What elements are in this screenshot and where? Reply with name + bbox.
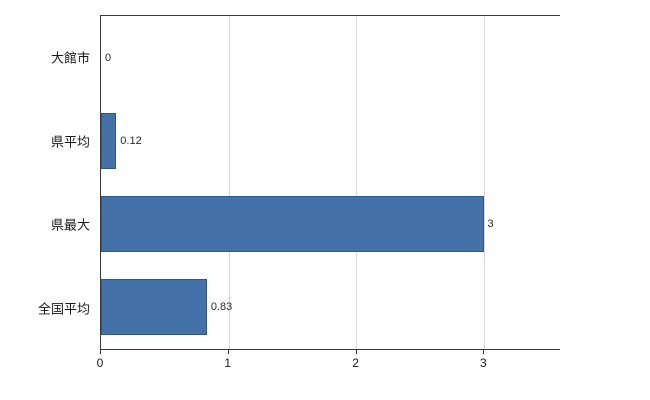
gridline — [228, 16, 230, 349]
x-tick-mark — [355, 350, 357, 354]
x-tick-label: 2 — [352, 356, 359, 370]
category-label: 大館市 — [50, 50, 90, 66]
bar-value-label: 0.83 — [210, 301, 233, 314]
bar-全国平均 — [101, 279, 207, 336]
bar-value-label: 0.12 — [120, 134, 142, 147]
gridline — [356, 16, 357, 349]
gridline — [483, 16, 485, 349]
x-tick-label: 3 — [479, 356, 487, 370]
bar-県平均 — [101, 112, 117, 169]
bar-value-label: 0 — [105, 51, 112, 64]
bar-県最大 — [101, 196, 484, 253]
category-label: 県最大 — [50, 217, 90, 233]
x-axis-tick-labels: 0 1 2 3 — [96, 356, 560, 374]
plot-area: 0 0.12 3 0.83 — [100, 15, 560, 350]
bar-value-label: 3 — [487, 218, 494, 231]
x-tick-label: 1 — [224, 356, 232, 370]
category-label: 県平均 — [50, 134, 90, 150]
y-axis-category-labels: 大館市県平均県最大全国平均 — [0, 15, 95, 350]
x-tick-label: 0 — [96, 356, 104, 370]
x-axis-tick-marks — [100, 350, 560, 355]
category-label: 全国平均 — [37, 301, 90, 317]
x-tick-mark — [100, 350, 101, 354]
x-tick-mark — [227, 350, 229, 354]
x-tick-mark — [483, 350, 485, 354]
